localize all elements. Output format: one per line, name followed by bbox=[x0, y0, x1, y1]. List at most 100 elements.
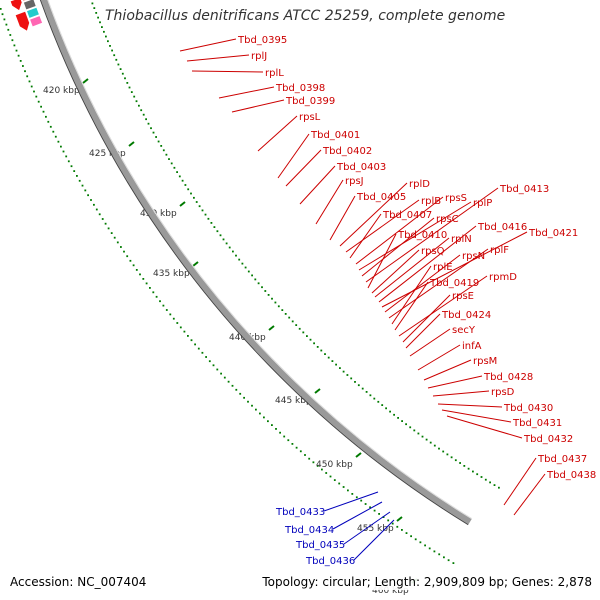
gene-feature-forward bbox=[15, 11, 30, 31]
tick-dot-inner bbox=[15, 49, 18, 52]
tick-dot-outer bbox=[111, 49, 113, 52]
gene-label: rpsE bbox=[452, 291, 474, 302]
tick-dot-outer bbox=[295, 324, 298, 326]
tick-dot-outer bbox=[157, 140, 160, 143]
major-tick-mark bbox=[179, 201, 186, 207]
tick-label: 425 kbp bbox=[89, 149, 126, 159]
tick-dot-inner bbox=[275, 428, 277, 430]
tick-dot-inner bbox=[84, 189, 87, 192]
tick-dot-outer bbox=[320, 349, 323, 352]
tick-dot-inner bbox=[235, 388, 238, 391]
gene-label: Tbd_0405 bbox=[356, 192, 406, 203]
tick-dot-inner bbox=[11, 39, 14, 42]
tick-dot-inner bbox=[165, 309, 168, 311]
tick-dot-inner bbox=[231, 384, 234, 387]
tick-dot-inner bbox=[179, 326, 182, 329]
leader-line bbox=[299, 165, 336, 205]
tick-dot-inner bbox=[13, 44, 16, 47]
gene-label: rplP bbox=[473, 198, 492, 209]
tick-dot-inner bbox=[369, 506, 371, 509]
tick-dot-outer bbox=[97, 16, 99, 19]
tick-dot-outer bbox=[313, 342, 315, 345]
tick-dot-inner bbox=[414, 538, 417, 541]
tick-label: 460 kbp bbox=[372, 586, 409, 596]
tick-dot-inner bbox=[220, 372, 222, 375]
tick-dot-outer bbox=[251, 274, 253, 277]
tick-dot-outer bbox=[438, 447, 440, 450]
tick-dot-outer bbox=[173, 166, 176, 169]
tick-dot-inner bbox=[312, 461, 315, 464]
tick-dot-inner bbox=[259, 412, 261, 415]
tick-dot-outer bbox=[216, 230, 219, 233]
tick-dot-inner bbox=[104, 222, 107, 225]
leader-line bbox=[423, 359, 472, 381]
tick-dot-inner bbox=[35, 95, 38, 98]
tick-dot-inner bbox=[70, 165, 73, 168]
leader-line bbox=[391, 265, 432, 325]
tick-dot-inner bbox=[132, 264, 135, 267]
tick-dot-outer bbox=[267, 294, 270, 296]
tick-dot-inner bbox=[205, 356, 207, 358]
tick-dot-inner bbox=[52, 130, 55, 133]
tick-dot-inner bbox=[212, 364, 215, 367]
leader-line bbox=[427, 375, 483, 389]
tick-dot-inner bbox=[24, 70, 26, 73]
tick-dot-outer bbox=[493, 484, 496, 486]
tick-dot-inner bbox=[135, 269, 138, 271]
major-tick-mark bbox=[314, 388, 321, 394]
backbone-edge-inner bbox=[47, 0, 473, 520]
tick-dot-outer bbox=[128, 86, 131, 89]
tick-dot-outer bbox=[306, 335, 308, 337]
gene-label: Tbd_0437 bbox=[537, 454, 587, 465]
tick-dot-outer bbox=[160, 145, 163, 147]
tick-dot-outer bbox=[235, 254, 237, 257]
tick-dot-inner bbox=[145, 282, 148, 285]
tick-dot-inner bbox=[1, 13, 4, 16]
tick-dot-outer bbox=[393, 413, 395, 416]
tick-dot-outer bbox=[480, 476, 483, 478]
tick-dot-inner bbox=[447, 559, 450, 562]
leader-line bbox=[394, 281, 429, 331]
gene-feature-forward bbox=[10, 0, 22, 11]
gene-label: Tbd_0428 bbox=[483, 372, 533, 383]
tick-dot-outer bbox=[162, 149, 165, 152]
tick-dot-outer bbox=[298, 327, 301, 330]
accession-text: Accession: NC_007404 bbox=[10, 574, 147, 590]
gene-label: rplE bbox=[433, 262, 453, 273]
tick-dot-inner bbox=[78, 179, 81, 182]
gene-label: rpsJ bbox=[345, 176, 364, 187]
tick-dot-inner bbox=[378, 513, 380, 515]
tick-dot-inner bbox=[28, 80, 31, 83]
leader-line bbox=[374, 237, 450, 298]
gene-label: Tbd_0432 bbox=[523, 434, 573, 445]
tick-dot-outer bbox=[357, 384, 360, 387]
tick-dot-outer bbox=[442, 450, 445, 453]
tick-label: 420 kbp bbox=[43, 86, 80, 96]
tick-dot-outer bbox=[105, 35, 107, 38]
tick-dot-inner bbox=[201, 351, 204, 354]
tick-dot-inner bbox=[149, 287, 151, 289]
tick-dot-outer bbox=[284, 313, 287, 315]
gene-label: Tbd_0416 bbox=[477, 222, 527, 233]
tick-dot-outer bbox=[454, 459, 457, 462]
tick-dot-outer bbox=[450, 456, 453, 459]
gene-label: rplJ bbox=[251, 51, 267, 62]
tick-dot-outer bbox=[405, 423, 407, 426]
tick-dot-outer bbox=[140, 109, 143, 112]
tick-dot-inner bbox=[60, 145, 62, 148]
leader-line bbox=[441, 409, 512, 423]
tick-dot-inner bbox=[329, 475, 332, 478]
tick-dot-inner bbox=[101, 218, 104, 220]
tick-dot-outer bbox=[261, 286, 263, 289]
tick-label: 450 kbp bbox=[316, 460, 353, 470]
tick-dot-outer bbox=[331, 360, 334, 362]
tick-dot-inner bbox=[93, 203, 95, 206]
tick-dot-outer bbox=[228, 246, 231, 249]
leader-line bbox=[339, 182, 408, 247]
gene-label: rpsQ bbox=[421, 246, 445, 257]
tick-dot-outer bbox=[489, 481, 491, 484]
tick-dot-outer bbox=[459, 462, 461, 464]
tick-dot-inner bbox=[5, 23, 8, 26]
